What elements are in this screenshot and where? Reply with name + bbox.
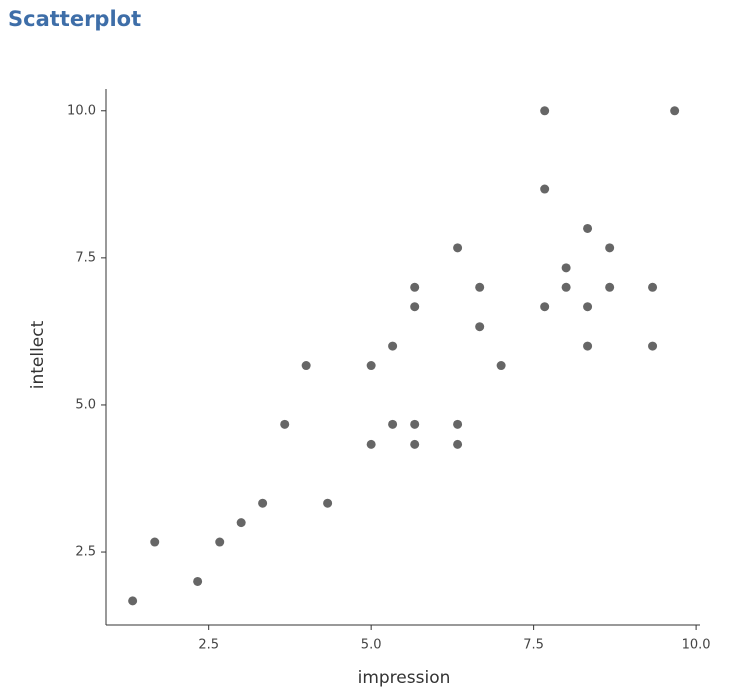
point [648, 282, 658, 292]
point [236, 518, 246, 528]
point [128, 596, 138, 606]
point [540, 184, 550, 194]
y-axis-label: intellect [28, 320, 48, 389]
point [388, 419, 398, 429]
point [496, 361, 506, 371]
point [605, 282, 615, 292]
point [475, 322, 485, 332]
x-tick-label: 5.0 [361, 638, 382, 653]
point [453, 439, 463, 449]
point [410, 282, 420, 292]
y-tick-label: 5.0 [75, 397, 96, 412]
point [388, 341, 398, 351]
point [475, 282, 485, 292]
point [193, 576, 203, 586]
point [561, 263, 571, 273]
point [540, 302, 550, 312]
point [258, 498, 268, 508]
point [215, 537, 225, 547]
point [410, 302, 420, 312]
point [453, 419, 463, 429]
page-title: Scatterplot [8, 7, 141, 31]
x-tick-label: 7.5 [523, 638, 544, 653]
point [583, 223, 593, 233]
point [410, 439, 420, 449]
point [670, 106, 680, 116]
point [323, 498, 333, 508]
point [366, 439, 376, 449]
point [280, 419, 290, 429]
point [150, 537, 160, 547]
point [410, 419, 420, 429]
y-tick-label: 10.0 [67, 103, 96, 118]
point [453, 243, 463, 253]
y-tick-label: 2.5 [75, 545, 96, 560]
point [583, 302, 593, 312]
point [366, 361, 376, 371]
x-tick-label: 2.5 [198, 638, 219, 653]
x-axis-label: impression [358, 668, 451, 688]
point [540, 106, 550, 116]
x-tick-label: 10.0 [682, 638, 711, 653]
point [583, 341, 593, 351]
point [301, 361, 311, 371]
point [648, 341, 658, 351]
point [561, 282, 571, 292]
y-tick-label: 7.5 [75, 250, 96, 265]
point [605, 243, 615, 253]
